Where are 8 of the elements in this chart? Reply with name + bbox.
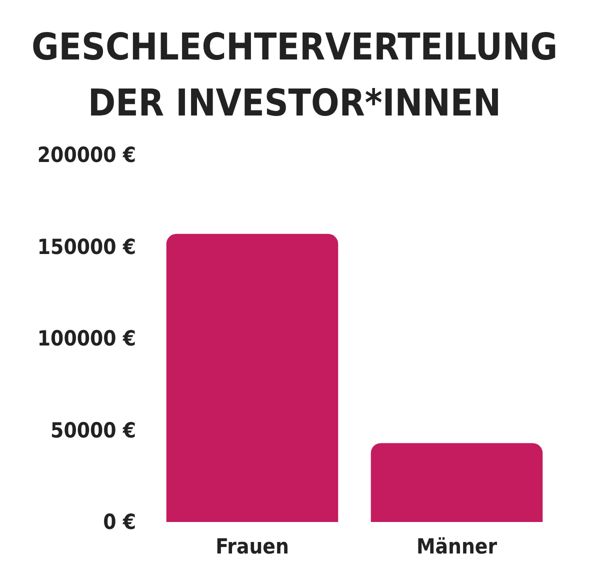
- x-tick-label: Frauen: [216, 534, 289, 558]
- y-tick-label: 50000 €: [50, 418, 136, 442]
- y-tick-label: 150000 €: [37, 234, 136, 259]
- y-tick-label: 200000 €: [37, 143, 136, 167]
- y-tick-label: 0 €: [103, 510, 136, 534]
- chart-title: GESCHLECHTERVERTEILUNG DER INVESTOR*INNEN: [31, 26, 558, 124]
- y-tick-label: 100000 €: [37, 326, 136, 350]
- x-tick-label: Männer: [416, 534, 498, 558]
